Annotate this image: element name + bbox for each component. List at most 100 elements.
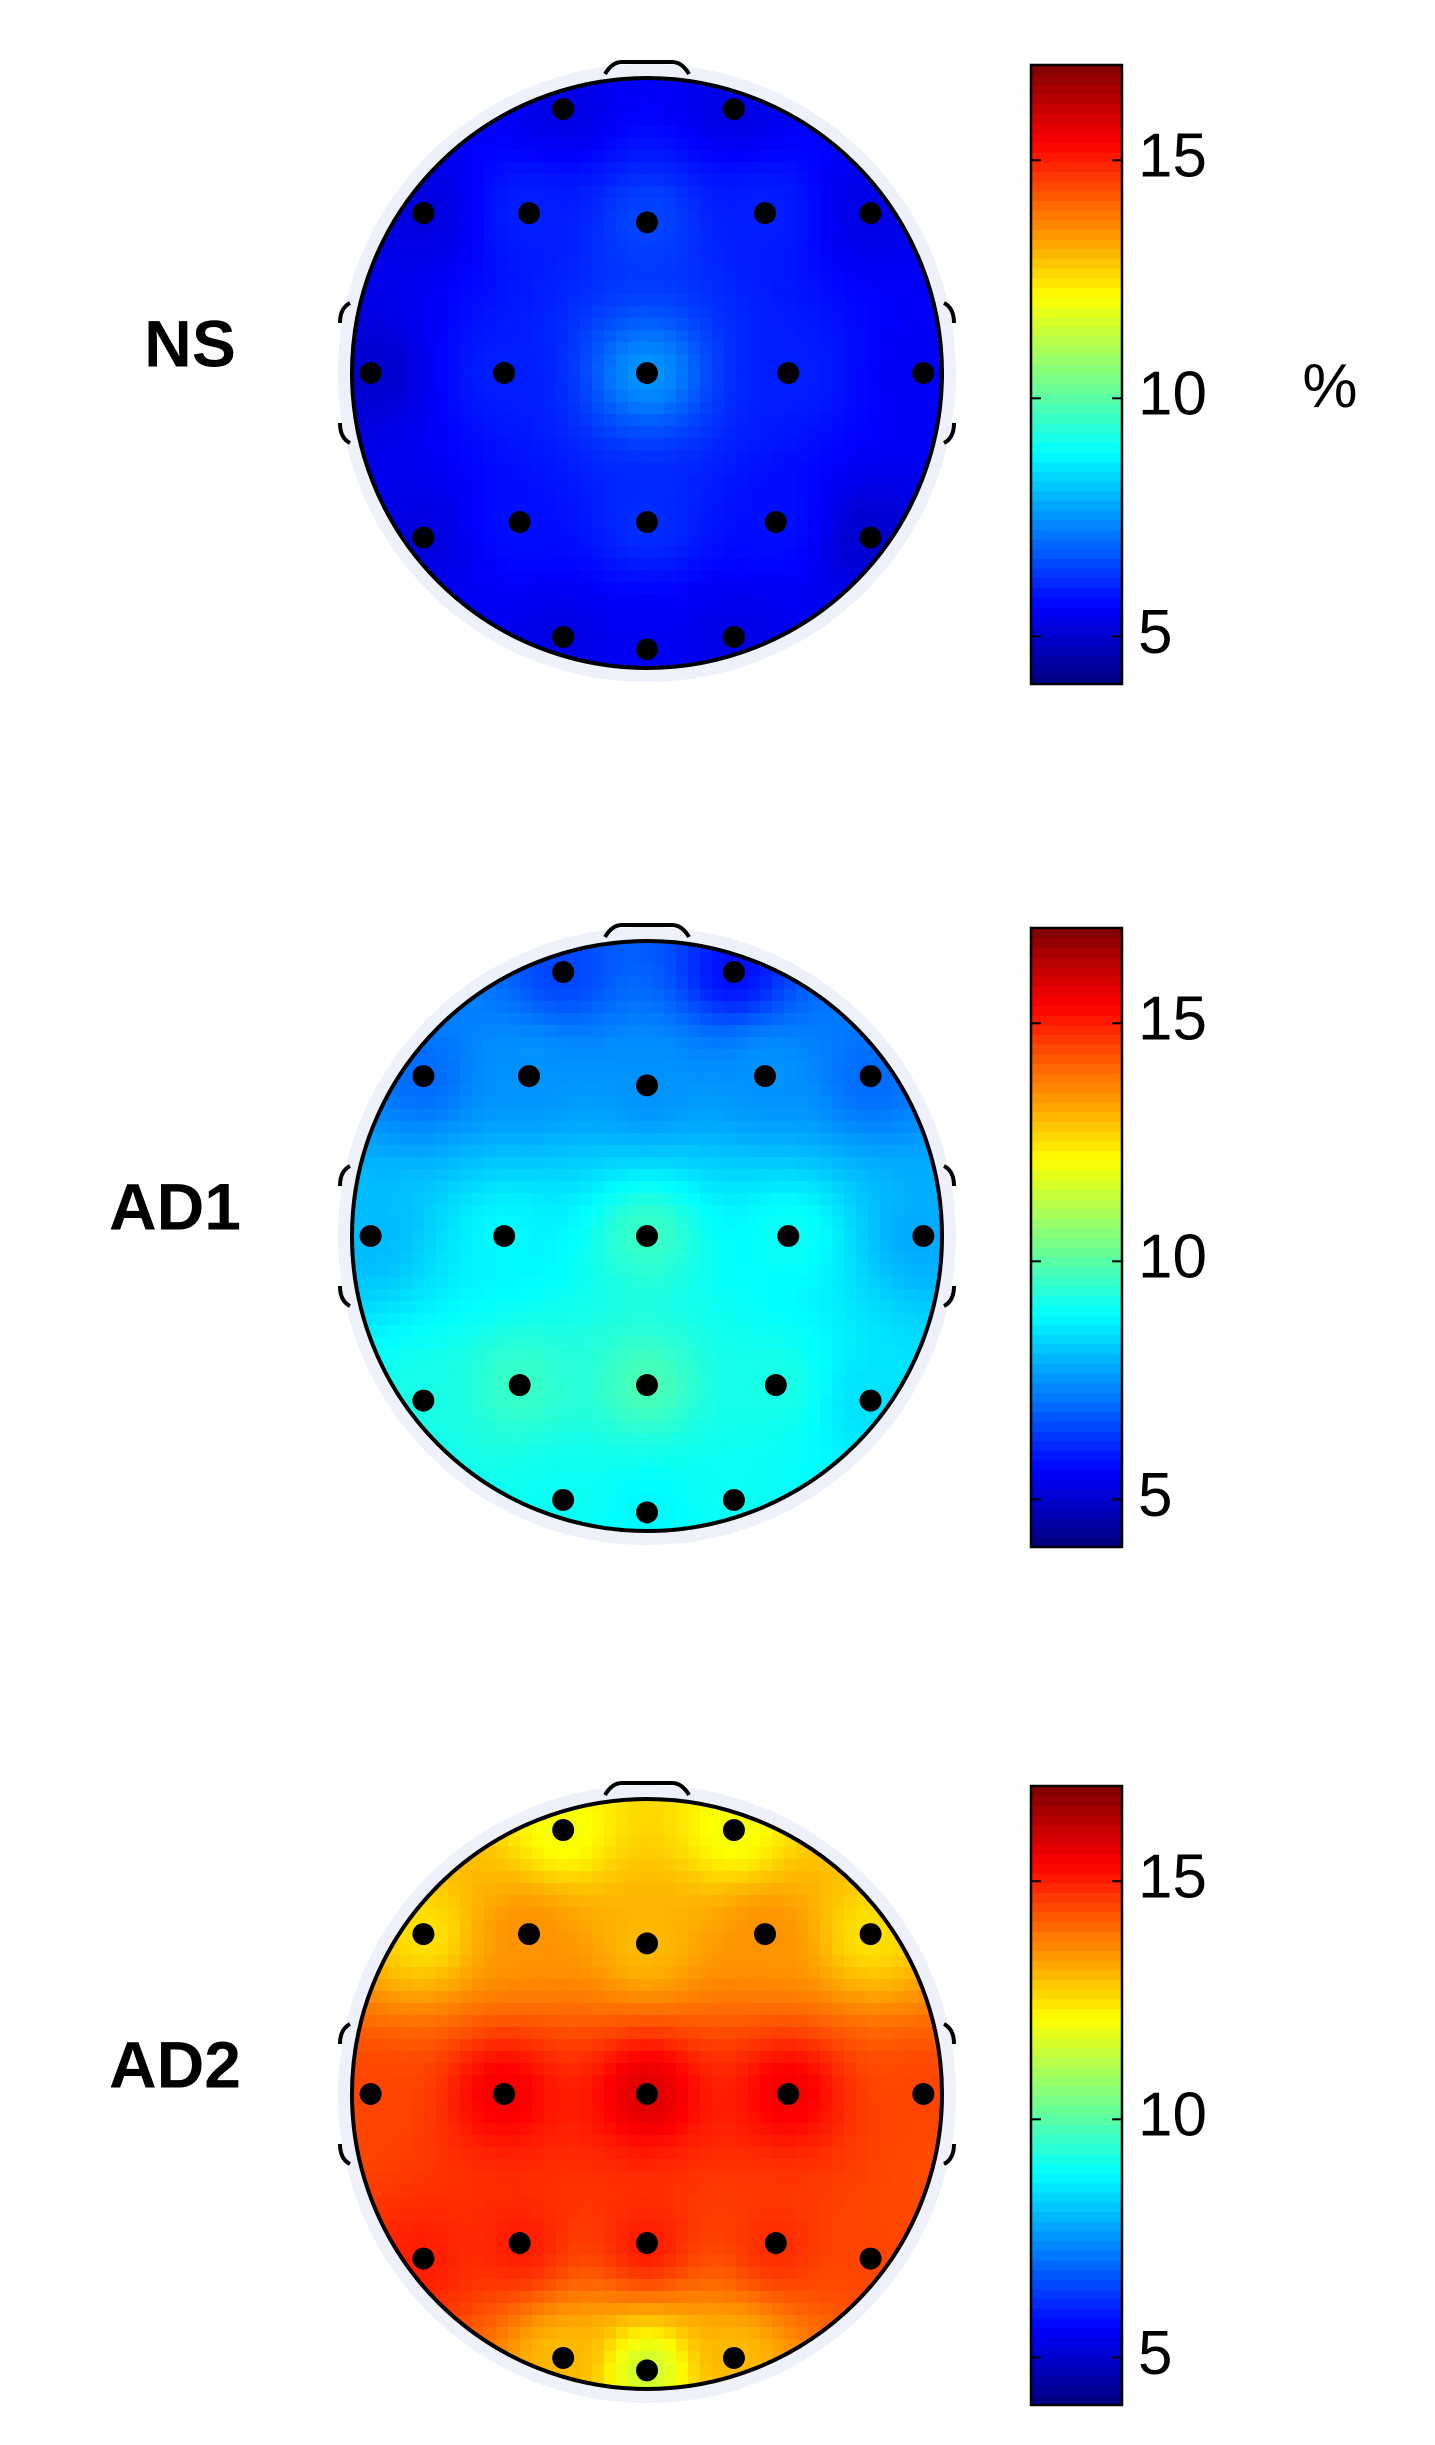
interpolated-cell: [700, 138, 713, 151]
interpolated-cell: [664, 90, 677, 103]
interpolated-cell: [364, 1169, 377, 1182]
interpolated-cell: [844, 174, 857, 187]
interpolated-cell: [496, 1907, 509, 1920]
interpolated-cell: [748, 1133, 761, 1146]
interpolated-cell: [592, 306, 605, 319]
interpolated-cell: [568, 270, 581, 283]
interpolated-cell: [664, 450, 677, 463]
interpolated-cell: [496, 1967, 509, 1980]
interpolated-cell: [424, 2015, 437, 2028]
interpolated-cell: [820, 282, 833, 295]
interpolated-cell: [496, 414, 509, 427]
interpolated-cell: [784, 606, 797, 619]
interpolated-cell: [508, 1433, 521, 1446]
interpolated-cell: [892, 1121, 905, 1134]
interpolated-cell: [832, 558, 845, 571]
interpolated-cell: [880, 366, 893, 379]
interpolated-cell: [820, 1265, 833, 1278]
interpolated-cell: [688, 126, 701, 139]
interpolated-cell: [460, 522, 473, 535]
interpolated-cell: [484, 1073, 497, 1086]
interpolated-cell: [700, 258, 713, 271]
interpolated-cell: [784, 426, 797, 439]
interpolated-cell: [496, 1097, 509, 1110]
interpolated-cell: [772, 438, 785, 451]
interpolated-cell: [592, 1943, 605, 1956]
interpolated-cell: [604, 1217, 617, 1230]
interpolated-cell: [436, 1205, 449, 1218]
interpolated-cell: [436, 570, 449, 583]
interpolated-cell: [820, 1301, 833, 1314]
interpolated-cell: [544, 162, 557, 175]
interpolated-cell: [424, 258, 437, 271]
interpolated-cell: [892, 390, 905, 403]
interpolated-cell: [412, 354, 425, 367]
interpolated-cell: [592, 474, 605, 487]
interpolated-cell: [892, 1337, 905, 1350]
interpolated-cell: [484, 1457, 497, 1470]
interpolated-cell: [868, 1205, 881, 1218]
interpolated-cell: [424, 1277, 437, 1290]
interpolated-cell: [532, 222, 545, 235]
interpolated-cell: [544, 2003, 557, 2016]
interpolated-cell: [868, 1361, 881, 1374]
interpolated-cell: [712, 450, 725, 463]
interpolated-cell: [868, 1337, 881, 1350]
interpolated-cell: [928, 378, 941, 391]
interpolated-cell: [772, 222, 785, 235]
interpolated-cell: [448, 222, 461, 235]
interpolated-cell: [616, 1097, 629, 1110]
interpolated-cell: [472, 558, 485, 571]
interpolated-cell: [664, 2003, 677, 2016]
interpolated-cell: [448, 378, 461, 391]
interpolated-cell: [616, 1217, 629, 1230]
interpolated-cell: [868, 366, 881, 379]
interpolated-cell: [388, 474, 401, 487]
interpolated-cell: [448, 366, 461, 379]
interpolated-cell: [640, 1967, 653, 1980]
interpolated-cell: [688, 1013, 701, 1026]
interpolated-cell: [664, 1967, 677, 1980]
interpolated-cell: [880, 498, 893, 511]
interpolated-cell: [784, 402, 797, 415]
interpolated-cell: [676, 450, 689, 463]
interpolated-cell: [604, 1121, 617, 1134]
interpolated-cell: [892, 1193, 905, 1206]
colorbar-swatch: [1031, 957, 1122, 968]
interpolated-cell: [844, 1253, 857, 1266]
interpolated-cell: [664, 282, 677, 295]
interpolated-cell: [916, 1301, 929, 1314]
interpolated-cell: [604, 1109, 617, 1122]
interpolated-cell: [592, 558, 605, 571]
interpolated-cell: [496, 198, 509, 211]
interpolated-cell: [892, 342, 905, 355]
interpolated-cell: [652, 114, 665, 127]
interpolated-cell: [532, 330, 545, 343]
interpolated-cell: [676, 1847, 689, 1860]
interpolated-cell: [616, 570, 629, 583]
interpolated-cell: [628, 989, 641, 1002]
interpolated-cell: [376, 1301, 389, 1314]
interpolated-cell: [604, 462, 617, 475]
interpolated-cell: [472, 1061, 485, 1074]
interpolated-cell: [772, 1013, 785, 1026]
interpolated-cell: [748, 570, 761, 583]
interpolated-cell: [628, 270, 641, 283]
interpolated-cell: [568, 162, 581, 175]
interpolated-cell: [496, 1397, 509, 1410]
interpolated-cell: [484, 198, 497, 211]
interpolated-cell: [376, 1277, 389, 1290]
electrode: [636, 1074, 658, 1097]
interpolated-cell: [520, 1301, 533, 1314]
interpolated-cell: [568, 1397, 581, 1410]
interpolated-cell: [676, 294, 689, 307]
interpolated-cell: [460, 1871, 473, 1884]
interpolated-cell: [616, 294, 629, 307]
interpolated-cell: [568, 1385, 581, 1398]
interpolated-cell: [700, 1955, 713, 1968]
interpolated-cell: [592, 1061, 605, 1074]
interpolated-cell: [808, 2003, 821, 2016]
interpolated-cell: [820, 1385, 833, 1398]
interpolated-cell: [472, 1241, 485, 1254]
interpolated-cell: [424, 1265, 437, 1278]
